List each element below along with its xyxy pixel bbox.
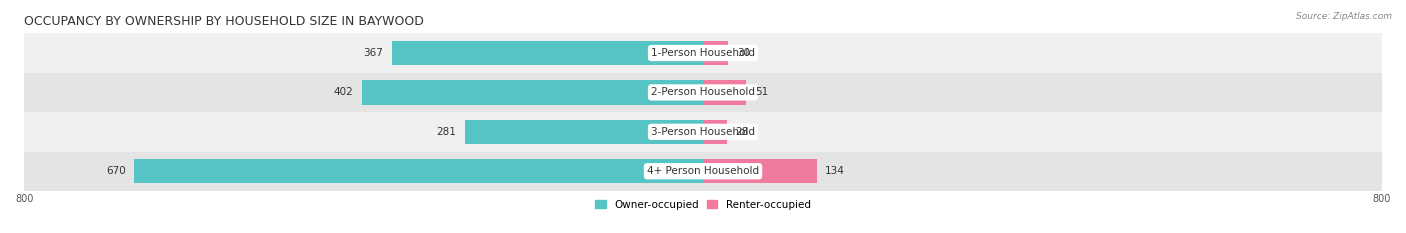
Text: 4+ Person Household: 4+ Person Household — [647, 166, 759, 176]
Bar — [135, 159, 703, 183]
Text: Source: ZipAtlas.com: Source: ZipAtlas.com — [1296, 12, 1392, 21]
Text: 51: 51 — [755, 87, 768, 97]
Bar — [703, 41, 728, 65]
Bar — [24, 33, 1382, 73]
Text: 28: 28 — [735, 127, 748, 137]
Text: 30: 30 — [737, 48, 749, 58]
Text: 3-Person Household: 3-Person Household — [651, 127, 755, 137]
Text: 402: 402 — [333, 87, 353, 97]
Bar — [361, 80, 703, 105]
Text: 2-Person Household: 2-Person Household — [651, 87, 755, 97]
Legend: Owner-occupied, Renter-occupied: Owner-occupied, Renter-occupied — [591, 196, 815, 214]
Text: 367: 367 — [363, 48, 382, 58]
Bar — [464, 120, 703, 144]
Text: 281: 281 — [436, 127, 456, 137]
Text: 134: 134 — [825, 166, 845, 176]
Text: 1-Person Household: 1-Person Household — [651, 48, 755, 58]
Bar — [703, 80, 747, 105]
Bar — [703, 120, 727, 144]
Bar — [24, 73, 1382, 112]
Bar — [24, 151, 1382, 191]
Text: 670: 670 — [107, 166, 127, 176]
Bar — [24, 112, 1382, 151]
Bar — [703, 159, 817, 183]
Text: OCCUPANCY BY OWNERSHIP BY HOUSEHOLD SIZE IN BAYWOOD: OCCUPANCY BY OWNERSHIP BY HOUSEHOLD SIZE… — [24, 15, 425, 28]
Bar — [392, 41, 703, 65]
